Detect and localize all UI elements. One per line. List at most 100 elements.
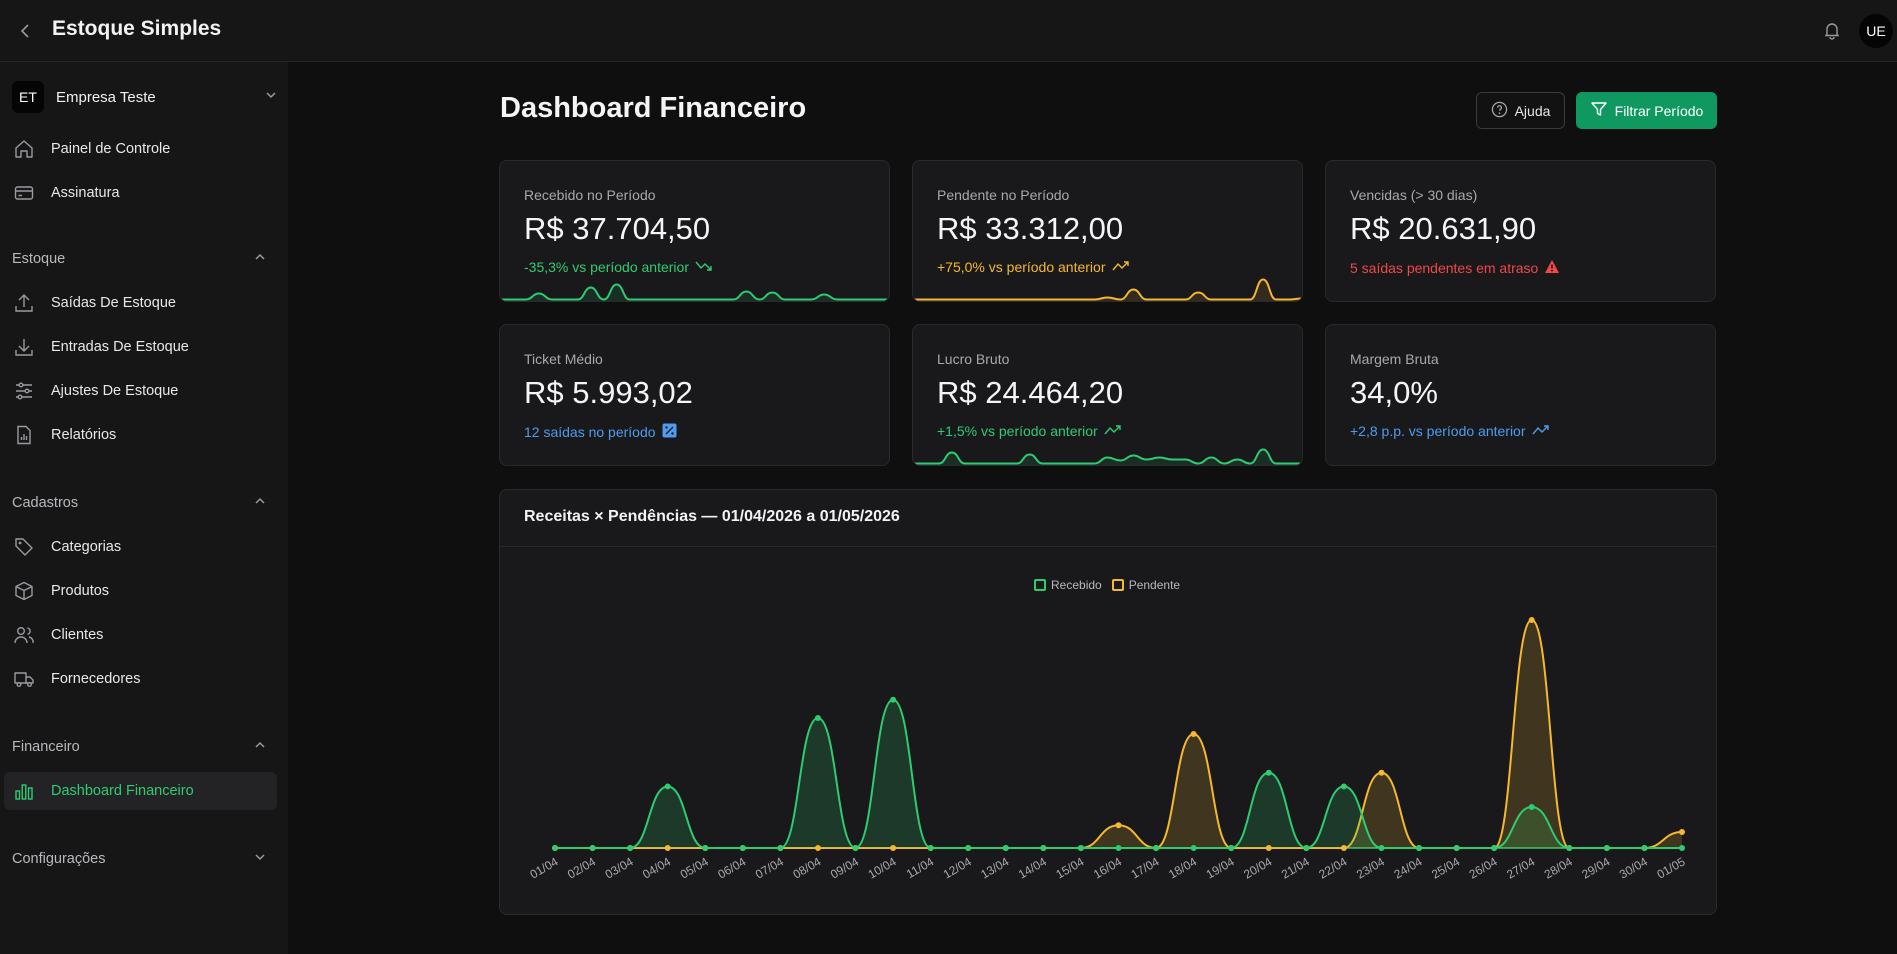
sparkline [500, 283, 889, 301]
upload-icon [12, 291, 36, 315]
revenue-chart-card: Receitas × Pendências — 01/04/2026 a 01/… [499, 489, 1717, 915]
data-point-recebido[interactable] [1265, 769, 1272, 776]
sidebar-item-fornecedores[interactable]: Fornecedores [4, 660, 277, 698]
kpi-card-margem-bruta: Margem Bruta 34,0% +2,8 p.p. vs período … [1325, 324, 1716, 466]
sidebar-item-saidas-de-estoque[interactable]: Saídas De Estoque [4, 284, 277, 322]
data-point-recebido[interactable] [702, 845, 709, 851]
data-point-recebido[interactable] [1303, 845, 1310, 851]
data-point-recebido[interactable] [1378, 845, 1385, 851]
section-label: Financeiro [12, 739, 80, 755]
data-point-recebido[interactable] [552, 845, 558, 851]
download-icon [12, 335, 36, 359]
data-point-recebido[interactable] [1566, 845, 1573, 851]
sidebar-item-ajustes-de-estoque[interactable]: Ajustes De Estoque [4, 372, 277, 410]
data-point-recebido[interactable] [852, 845, 859, 851]
chevron-up-icon [253, 738, 267, 757]
data-point-pendente[interactable] [1378, 769, 1385, 776]
data-point-pendente[interactable] [1115, 822, 1122, 829]
trend-up-icon [1104, 423, 1122, 439]
box-icon [12, 579, 36, 603]
x-tick-label: 24/04 [1392, 854, 1425, 881]
chevron-up-icon [253, 494, 267, 513]
data-point-pendente[interactable] [1679, 829, 1685, 836]
page-title: Dashboard Financeiro [500, 92, 807, 124]
sidebar-item-assinatura[interactable]: Assinatura [4, 174, 277, 212]
x-tick-label: 22/04 [1316, 854, 1349, 881]
truck-icon [12, 667, 36, 691]
data-point-recebido[interactable] [1040, 845, 1047, 851]
data-point-recebido[interactable] [1190, 845, 1197, 851]
kpi-card-ticket-medio: Ticket Médio R$ 5.993,02 12 saídas no pe… [499, 324, 890, 466]
data-point-recebido[interactable] [664, 783, 671, 790]
data-point-pendente[interactable] [1528, 617, 1535, 623]
data-point-recebido[interactable] [1603, 845, 1610, 851]
data-point-recebido[interactable] [1453, 845, 1460, 851]
company-selector[interactable]: ET Empresa Teste [12, 80, 282, 114]
sidebar-item-clientes[interactable]: Clientes [4, 616, 277, 654]
user-avatar[interactable]: UE [1859, 14, 1893, 48]
filter-period-button[interactable]: Filtrar Período [1576, 92, 1717, 129]
sidebar-item-label: Dashboard Financeiro [51, 783, 194, 799]
data-point-recebido[interactable] [1002, 845, 1009, 851]
data-point-pendente[interactable] [1340, 845, 1347, 851]
data-point-pendente[interactable] [664, 845, 671, 851]
data-point-recebido[interactable] [1340, 783, 1347, 790]
help-button[interactable]: Ajuda [1476, 92, 1565, 129]
top-bar: Estoque Simples UE [0, 0, 1897, 62]
data-point-recebido[interactable] [1228, 845, 1235, 851]
data-point-recebido[interactable] [1491, 845, 1498, 851]
section-label: Estoque [12, 251, 66, 267]
data-point-recebido[interactable] [1077, 845, 1084, 851]
data-point-recebido[interactable] [1641, 845, 1648, 851]
sidebar-item-relatorios[interactable]: Relatórios [4, 416, 277, 454]
x-tick-label: 07/04 [753, 854, 786, 881]
sidebar-item-label: Entradas De Estoque [51, 339, 189, 355]
sparkline [913, 448, 1302, 465]
data-point-recebido[interactable] [1679, 845, 1685, 851]
sidebar-item-produtos[interactable]: Produtos [4, 572, 277, 610]
data-point-recebido[interactable] [927, 845, 934, 851]
sidebar-section-cadastros[interactable]: Cadastros [12, 491, 267, 515]
sidebar-item-painel-de-controle[interactable]: Painel de Controle [4, 130, 277, 168]
back-arrow-icon[interactable] [12, 17, 40, 45]
sidebar-item-label: Painel de Controle [51, 141, 171, 157]
sidebar-section-estoque[interactable]: Estoque [12, 247, 267, 271]
data-point-recebido[interactable] [890, 696, 897, 703]
legend-item-recebido[interactable]: Recebido [1034, 578, 1102, 592]
sidebar-item-label: Fornecedores [51, 671, 141, 687]
chevron-up-icon [253, 250, 267, 269]
kpi-subtext: 5 saídas pendentes em atraso [1350, 259, 1560, 277]
x-tick-label: 16/04 [1091, 854, 1124, 881]
data-point-recebido[interactable] [1115, 845, 1122, 851]
sidebar: ET Empresa Teste Painel de Controle Assin… [0, 62, 288, 954]
legend-item-pendente[interactable]: Pendente [1111, 578, 1181, 592]
divider [500, 546, 1716, 547]
data-point-recebido[interactable] [777, 845, 784, 851]
x-tick-label: 29/04 [1579, 854, 1612, 881]
data-point-pendente[interactable] [1190, 731, 1197, 737]
sidebar-section-configuracoes[interactable]: Configurações [12, 847, 267, 871]
data-point-recebido[interactable] [589, 845, 596, 851]
sidebar-item-dashboard-financeiro[interactable]: Dashboard Financeiro [4, 772, 277, 810]
data-point-recebido[interactable] [1528, 803, 1535, 810]
kpi-card-recebido-no-periodo: Recebido no Período R$ 37.704,50 -35,3% … [499, 160, 890, 302]
legend-label-pendente: Pendente [1128, 578, 1181, 592]
x-tick-label: 19/04 [1204, 854, 1237, 881]
sidebar-section-financeiro[interactable]: Financeiro [12, 735, 267, 759]
data-point-pendente[interactable] [1265, 845, 1272, 851]
data-point-recebido[interactable] [965, 845, 972, 851]
chevron-down-icon [253, 850, 267, 869]
data-point-pendente[interactable] [814, 845, 821, 851]
legend-swatch-recebido [1034, 579, 1046, 591]
data-point-recebido[interactable] [627, 845, 634, 851]
data-point-recebido[interactable] [1153, 845, 1160, 851]
bell-icon[interactable] [1818, 16, 1846, 44]
sidebar-item-categorias[interactable]: Categorias [4, 528, 277, 566]
x-tick-label: 11/04 [904, 854, 937, 881]
sidebar-item-label: Produtos [51, 583, 110, 599]
data-point-recebido[interactable] [814, 715, 821, 722]
data-point-recebido[interactable] [739, 845, 746, 851]
sidebar-item-entradas-de-estoque[interactable]: Entradas De Estoque [4, 328, 277, 366]
data-point-recebido[interactable] [1416, 845, 1423, 851]
data-point-pendente[interactable] [890, 845, 897, 851]
